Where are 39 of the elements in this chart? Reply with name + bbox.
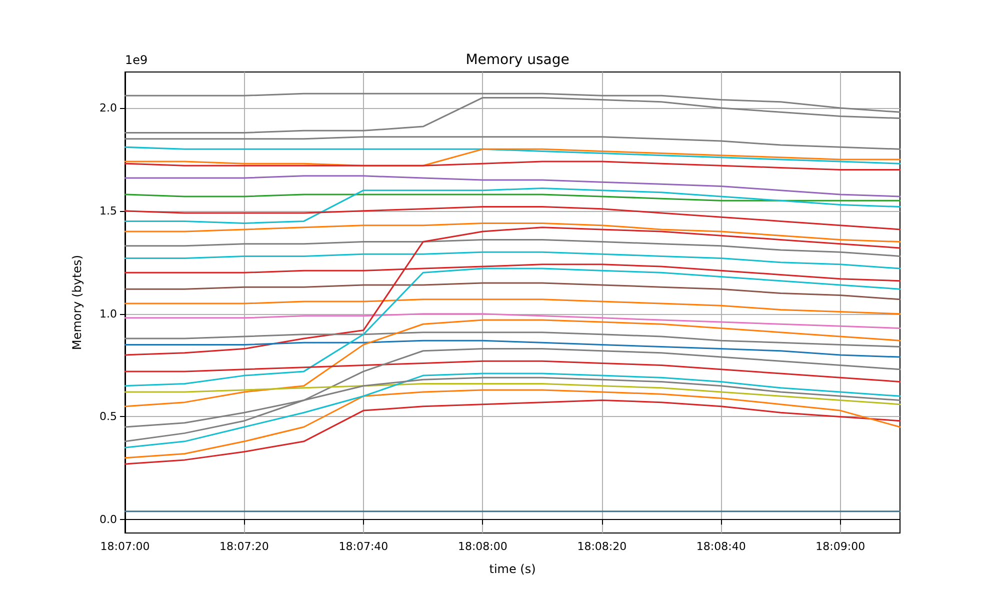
x-tick-label: 18:08:00	[458, 540, 508, 553]
line-series	[124, 222, 901, 243]
line-series	[124, 319, 901, 408]
line-series	[124, 206, 901, 230]
y-tick-label: 0.0	[100, 513, 117, 526]
line-series	[124, 136, 901, 150]
line-series	[124, 383, 901, 406]
x-tick-label: 18:07:40	[338, 540, 388, 553]
line-series	[124, 298, 901, 315]
x-tick-label: 18:09:00	[816, 540, 866, 553]
line-series	[124, 194, 901, 202]
line-series	[124, 175, 901, 198]
line-series	[124, 340, 901, 358]
line-series	[124, 332, 901, 348]
line-series	[124, 92, 901, 113]
x-tick-label: 18:08:20	[577, 540, 627, 553]
y-tick-label: 1.5	[100, 204, 117, 218]
line-series	[124, 188, 901, 224]
line-series	[124, 313, 901, 329]
line-series	[124, 238, 901, 257]
x-tick-label: 18:07:20	[220, 540, 269, 553]
line-series	[124, 360, 901, 382]
x-tick-label: 18:08:40	[696, 540, 746, 553]
y-tick-label: 1.0	[100, 307, 117, 320]
line-series	[124, 160, 901, 171]
line-series	[124, 400, 901, 465]
line-series	[124, 251, 901, 270]
x-axis-title: time (s)	[489, 562, 536, 576]
line-series	[124, 96, 901, 134]
x-tick-label: 18:07:00	[100, 540, 150, 553]
y-tick-label: 2.0	[100, 102, 117, 115]
line-series	[124, 226, 901, 356]
chart-title: Memory usage	[466, 52, 570, 68]
y-axis-title: Memory (bytes)	[70, 254, 84, 350]
line-series	[124, 389, 901, 459]
y-tick-label: 0.5	[100, 410, 117, 424]
line-series	[124, 282, 901, 300]
text: 1e9	[125, 53, 148, 67]
line-series	[124, 268, 901, 387]
